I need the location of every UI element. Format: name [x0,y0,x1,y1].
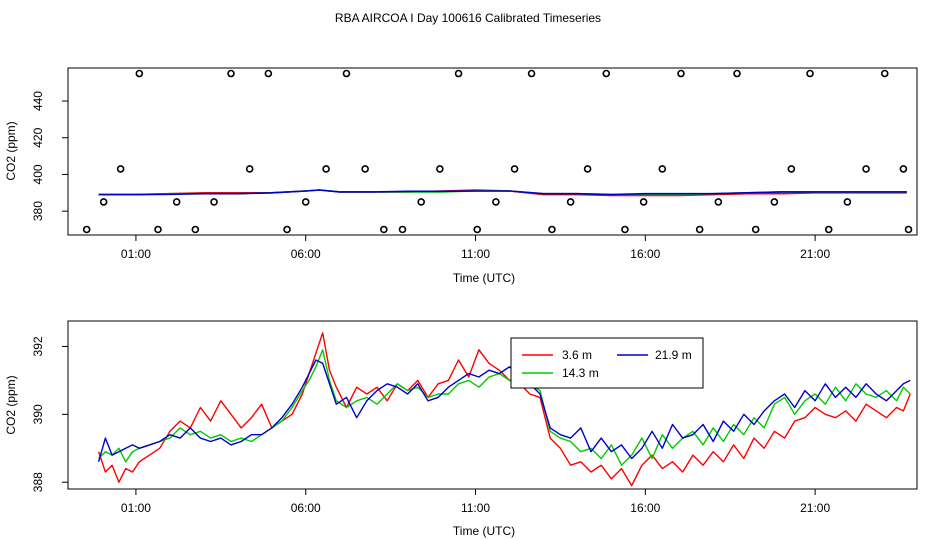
bottom-x-tick-label: 01:00 [121,501,151,515]
top-y-axis-label: CO2 (ppm) [4,121,18,180]
bottom-series-line-3-6-m [97,332,911,487]
bottom-series-line-14-3-m [98,349,911,466]
top-y-tick-label: 420 [31,127,45,147]
top-y-tick-label: 440 [31,91,45,111]
top-flag-marker [436,165,444,173]
top-flag-marker [714,198,723,206]
top-y-tick-label: 380 [31,201,45,221]
top-flag-marker [677,69,685,78]
bottom-series-group [97,332,911,487]
top-flag-marker [454,69,463,78]
top-flag-marker [824,225,833,234]
top-flag-marker [862,165,870,173]
bottom-x-tick-label: 16:00 [630,501,660,515]
bottom-series-line-21-9-m [97,359,911,462]
bottom-y-tick-label: 388 [31,472,45,492]
top-flag-marker [548,225,556,234]
top-flag-marker [621,225,629,234]
top-flag-marker [301,198,310,206]
bottom-y-axis: 388 390 392 [31,336,68,492]
top-x-axis: 01:00 06:00 11:00 16:00 21:00 [121,235,830,261]
top-x-axis-label: Time (UTC) [453,271,515,285]
legend-label-14-3m: 14.3 m [562,366,599,380]
top-flag-marker [787,165,796,173]
top-flag-marker [283,225,291,234]
top-markers-group [82,69,913,234]
top-flag-marker [527,69,536,78]
top-flag-marker [264,69,273,78]
top-flag-marker [904,225,913,234]
top-flag-marker [583,165,592,173]
bottom-x-axis: 01:00 06:00 11:00 16:00 21:00 [121,489,830,515]
top-flag-marker [361,165,369,173]
top-flag-marker [566,198,575,206]
bottom-y-tick-label: 392 [31,336,45,356]
top-x-tick-label: 21:00 [800,247,830,261]
top-flag-marker [116,165,125,173]
top-flag-marker [806,69,814,78]
top-plot-frame [67,67,918,236]
bottom-y-tick-label: 390 [31,404,45,424]
bottom-y-axis-label: CO2 (ppm) [4,375,18,434]
top-flag-marker [135,69,144,78]
top-flag-marker [639,198,648,206]
top-flag-marker [751,225,760,234]
top-flag-marker [473,225,482,234]
top-flag-marker [695,225,704,234]
top-x-tick-label: 06:00 [291,247,321,261]
top-flag-marker [510,165,519,173]
top-flag-marker [733,69,741,78]
top-y-axis: 380 400 420 440 [31,91,68,221]
top-series-group [98,189,907,197]
bottom-panel: 388 390 392 01:00 06:00 11:00 16:00 21:00 Time… [4,320,918,538]
top-flag-marker [99,198,108,206]
top-flag-marker [172,198,181,206]
top-flag-marker [880,69,889,78]
legend: 3.6 m 14.3 m 21.9 m [510,337,704,389]
bottom-x-tick-label: 06:00 [291,501,321,515]
bottom-x-tick-label: 21:00 [800,501,830,515]
legend-box [510,337,704,389]
top-x-tick-label: 01:00 [121,247,151,261]
top-flag-marker [380,225,388,234]
top-flag-marker [210,198,218,206]
bottom-plot-frame [67,320,918,490]
top-flag-marker [191,225,200,234]
bottom-x-tick-label: 11:00 [461,501,490,515]
top-flag-marker [154,225,162,234]
top-flag-marker [322,165,330,173]
top-flag-marker [602,69,611,78]
top-flag-marker [899,165,908,173]
top-flag-marker [398,225,407,234]
top-series-line-21-9-m [98,189,907,196]
top-flag-marker [492,198,500,206]
top-flag-marker [658,165,667,173]
top-flag-marker [82,225,91,234]
top-flag-marker [843,198,852,206]
figure-title: RBA AIRCOA I Day 100616 Calibrated Times… [335,11,601,25]
top-flag-marker [342,69,351,78]
top-flag-marker [227,69,235,78]
top-x-tick-label: 11:00 [461,247,490,261]
top-y-tick-label: 400 [31,164,45,184]
legend-label-21-9m: 21.9 m [655,348,692,362]
legend-label-3-6m: 3.6 m [562,348,592,362]
top-flag-marker [417,198,425,206]
top-panel: 380 400 420 440 01:00 06:00 11:00 16:00 21:00 T… [4,67,918,285]
top-flag-marker [245,165,254,173]
top-x-tick-label: 16:00 [630,247,660,261]
bottom-x-axis-label: Time (UTC) [453,524,515,538]
top-flag-marker [770,198,779,206]
